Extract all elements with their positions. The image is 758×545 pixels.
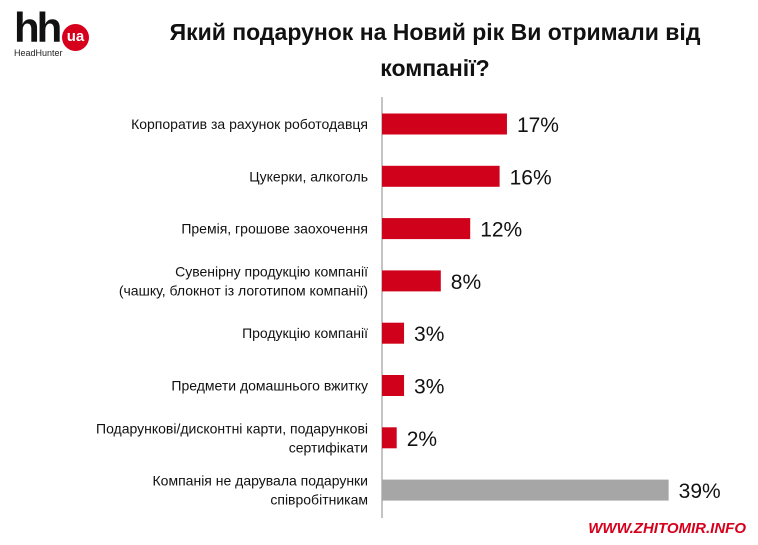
category-label: співробітникам [270,492,368,508]
bar [382,479,669,501]
logo-brand: hh [14,4,62,51]
data-label: 16% [510,166,552,189]
data-label: 2% [407,428,437,451]
logo-sub: HeadHunter [14,48,63,58]
bar [382,375,405,396]
data-label: 3% [414,376,444,399]
data-label: 8% [451,271,481,294]
bar [382,427,397,449]
data-label: 3% [414,323,444,346]
bar [382,270,441,292]
category-label: Премія, грошове заохочення [181,221,368,237]
data-label: 12% [480,219,522,242]
chart-title: Який подарунок на Новий рік Ви отримали … [169,19,701,81]
bar [382,165,500,187]
category-label: Предмети домашнього вжитку [171,378,368,394]
data-label: 39% [679,480,721,503]
watermark: WWW.ZHITOMIR.INFO [588,520,746,537]
category-label: Цукерки, алкоголь [249,168,368,184]
category-label: Сувенірну продукцію компанії [175,263,368,279]
logo-badge: ua [62,24,89,51]
bar [382,218,471,240]
category-label: Подарункові/дисконтні карти, подарункові [96,420,368,436]
category-label: Корпоратив за рахунок роботодавця [131,116,368,132]
category-label: Продукцію компанії [242,325,368,341]
headhunter-logo: hh ua HeadHunter [12,4,102,58]
data-label: 17% [517,114,559,137]
category-label: сертифікати [289,439,368,455]
bar [382,113,507,135]
bar [382,322,405,344]
category-label: Компанія не дарувала подарунки [153,473,368,489]
category-label: (чашку, блокнот із логотипом компанії) [119,282,368,298]
